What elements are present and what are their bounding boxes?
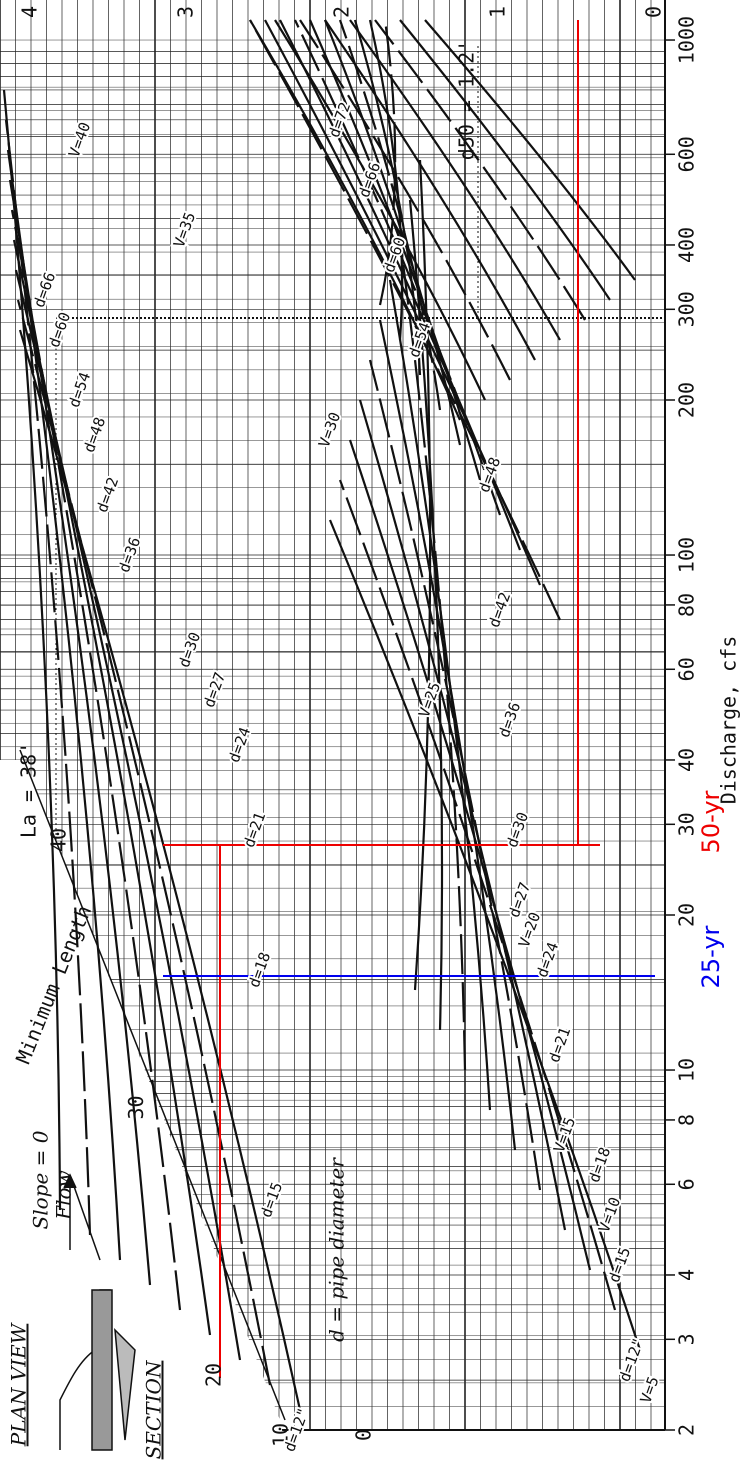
curve-label: V=30 (315, 410, 344, 450)
curve-label: d=15 (605, 1245, 634, 1285)
x-tick-label: 2 (675, 1424, 699, 1436)
design-curve (299, 19, 511, 381)
slope-label: Slope = 0 (29, 1130, 53, 1229)
curve-label: d=42 (93, 475, 122, 515)
curve-label: d=60 (45, 310, 74, 350)
curve-label: d=48 (475, 455, 504, 495)
curve-label: d=24 (225, 725, 254, 765)
curve-label: d=48 (80, 415, 109, 455)
design-curve (348, 439, 592, 1271)
design-curves (2, 19, 642, 1411)
x-tick-label: 100 (675, 537, 699, 573)
curve-label: V=15 (550, 1115, 579, 1155)
d50-label: d50 = 1.2' (455, 40, 479, 160)
event-label: 25-yr (697, 925, 725, 988)
x-tick-label: 4 (675, 1269, 699, 1281)
x-tick-label: 60 (675, 657, 699, 681)
annotations (163, 20, 655, 1378)
y-tick-label: 4 (18, 6, 42, 18)
curve-label: d=21 (240, 810, 269, 850)
x-tick-label: 600 (675, 136, 699, 172)
y-tick-label: 0 (642, 6, 666, 18)
design-curve (328, 519, 642, 1351)
design-curve (308, 19, 482, 481)
x-tick-label: 20 (675, 903, 699, 927)
x-tick-label: 30 (675, 812, 699, 836)
design-curve (378, 319, 517, 1151)
design-curve (4, 119, 92, 1236)
y-tick-label: 0 (352, 1429, 376, 1441)
curve-label: d=18 (245, 950, 274, 990)
x-tick-label: 40 (675, 748, 699, 772)
curve-label: d=54 (65, 370, 94, 410)
y-tick-label: 3 (174, 6, 198, 18)
x-tick-label: 80 (675, 593, 699, 617)
x-tick-label: 400 (675, 227, 699, 263)
curve-label: d=21 (545, 1025, 574, 1065)
design-curve (274, 19, 486, 401)
curve-label: d=42 (485, 590, 514, 630)
design-curve (349, 19, 561, 341)
design-curve (6, 149, 122, 1261)
x-tick-label: 300 (675, 291, 699, 327)
design-curve (388, 279, 492, 1111)
y-tick-label: 2 (330, 6, 354, 18)
plan-view-label: PLAN VIEW (7, 1322, 31, 1447)
curve-label: V=40 (65, 120, 94, 160)
x-tick-label: 10 (675, 1058, 699, 1082)
design-curve (10, 209, 182, 1311)
pipe-note: d = pipe diameter (325, 1157, 349, 1342)
y-tick-label: 1 (486, 6, 510, 18)
curve-label: V=5 (636, 1374, 662, 1406)
design-curve (8, 179, 152, 1286)
flow-label: Flow (52, 1170, 76, 1220)
design-curve (378, 19, 397, 306)
x-tick-label: 3 (675, 1333, 699, 1345)
y-tick-label: 10 (269, 1423, 293, 1447)
x-tick-label: 6 (675, 1178, 699, 1190)
inset-sketch (59, 1173, 136, 1451)
design-curve (2, 89, 62, 1211)
curve-label: d=30 (503, 810, 532, 850)
length-tick-label: 30 (124, 1095, 148, 1119)
curve-label: d=27 (200, 670, 229, 710)
design-curve (338, 479, 617, 1311)
curve-label: d=66 (355, 160, 384, 200)
curve-label: V=35 (170, 210, 199, 250)
grid (0, 0, 666, 1431)
curve-label: d=30 (175, 630, 204, 670)
x-tick-label: 8 (675, 1114, 699, 1126)
design-curve (398, 239, 467, 1071)
curve-label: d=15 (257, 1180, 286, 1220)
design-curve (358, 399, 567, 1231)
la-label: La = 38' (17, 742, 41, 838)
design-curve (424, 19, 636, 281)
design-curve (399, 19, 611, 301)
section-label: SECTION (142, 1359, 166, 1459)
inset-background (0, 760, 290, 1470)
length-tick-label: 20 (202, 1363, 226, 1387)
length-tick-label: 40 (47, 828, 71, 852)
design-curve (374, 19, 586, 321)
discharge-axis-title: Discharge, cfs (717, 636, 741, 805)
x-tick-label: 200 (675, 382, 699, 418)
design-curve (413, 159, 432, 991)
design-curve (368, 19, 404, 341)
event-label: 50-yr (697, 790, 725, 853)
design-curve (249, 19, 462, 421)
x-tick-label: 1000 (675, 16, 699, 64)
